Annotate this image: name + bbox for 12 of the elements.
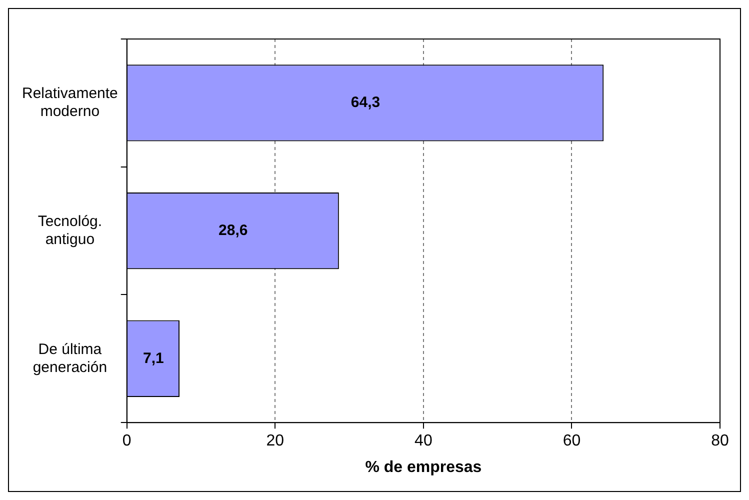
x-tick-label: 60 [562, 432, 581, 450]
y-tick-label: Relativamente moderno [22, 85, 118, 120]
y-tick-label: De última generación [32, 340, 108, 376]
x-tick-label: 40 [414, 432, 432, 450]
x-tick-label: 80 [711, 432, 729, 450]
data-label: 64,3 [350, 94, 380, 112]
y-tick-label: Tecnológ. antiguo [38, 212, 102, 248]
data-label: 28,6 [218, 222, 248, 239]
data-label: 7,1 [143, 350, 164, 367]
x-tick-label: 20 [266, 432, 284, 450]
x-axis-title: % de empresas [365, 458, 482, 476]
x-tick-label: 0 [122, 432, 132, 450]
